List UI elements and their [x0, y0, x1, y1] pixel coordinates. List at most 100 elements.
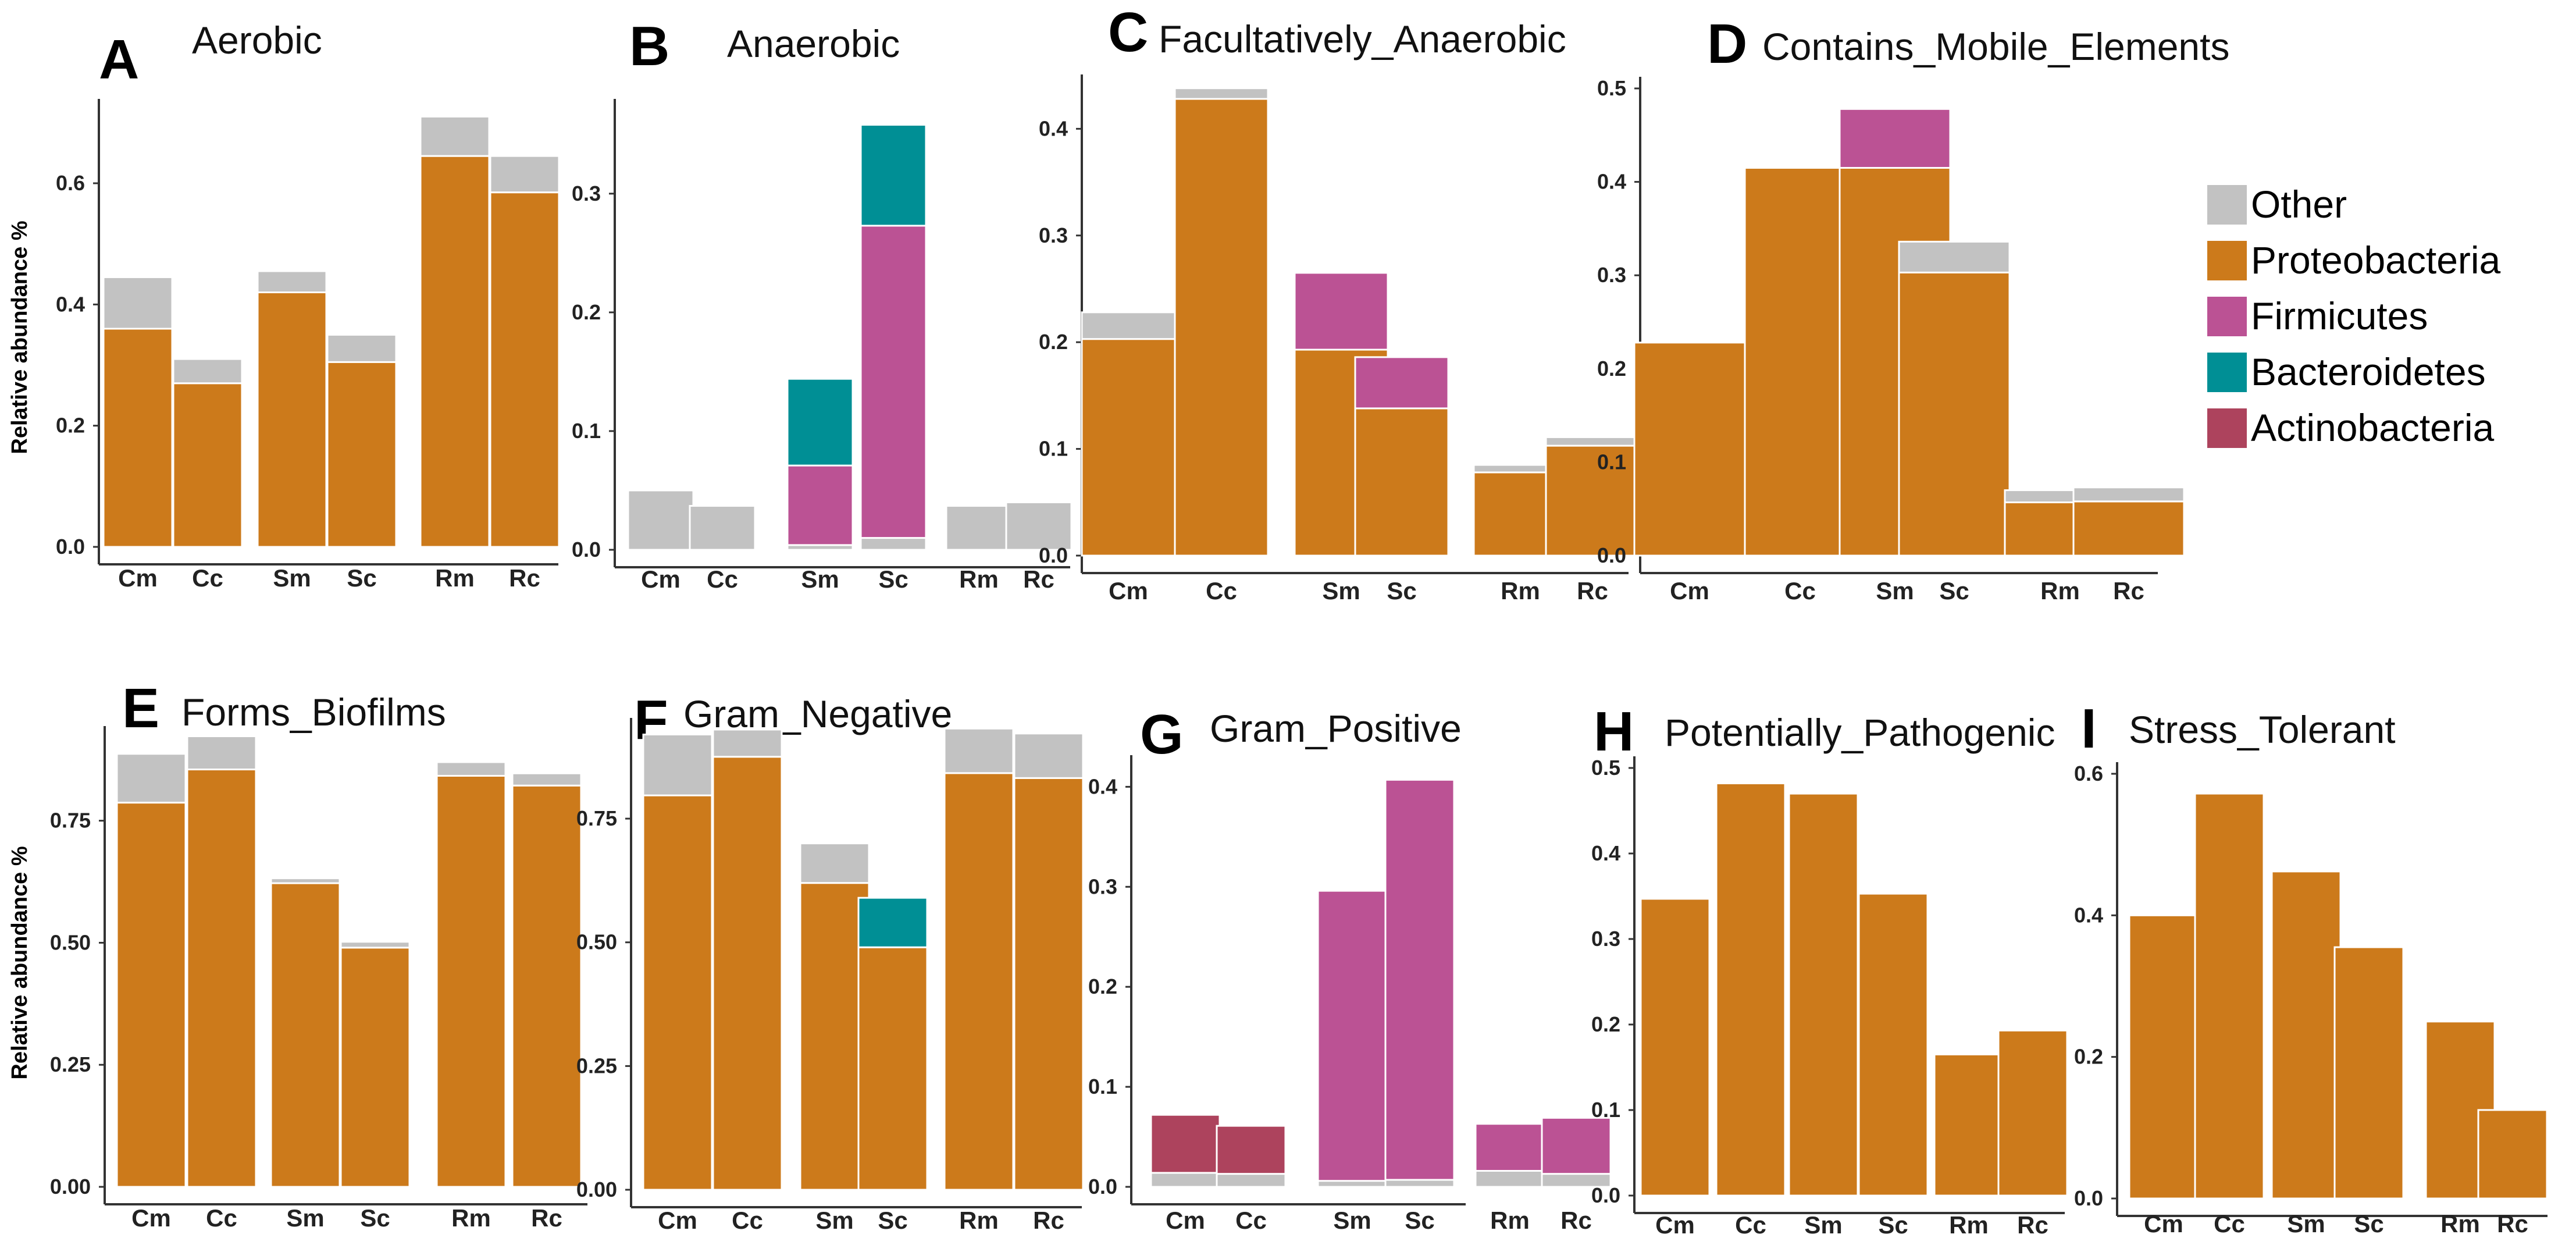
- panel-title: Gram_Negative: [683, 692, 952, 735]
- panel-letter: A: [99, 29, 139, 91]
- y-tick-label: 0.0: [1088, 1175, 1117, 1198]
- bar-Rm-proteobacteria: [419, 155, 490, 548]
- bar-Cm-other: [116, 753, 187, 804]
- bar-Cc-proteobacteria: [712, 756, 783, 1191]
- bar-Cc-other: [1216, 1173, 1287, 1188]
- bar-Rm-proteobacteria: [436, 774, 507, 1188]
- y-tick-label: 0.75: [50, 809, 91, 833]
- panel-A: A Aerobic 0.0 0.2 0.4 0.6 Cm Cc Sm Sc Rm Rc: [56, 19, 560, 592]
- y-tick-label: 0.4: [1591, 841, 1620, 865]
- x-tick-label: Rm: [959, 565, 999, 593]
- panel-I: I Stress_Tolerant 0.0 0.2 0.4 0.6 Cm Cc Sm Sc Rm Rc: [2074, 698, 2548, 1237]
- bar-Cc-proteobacteria: [2194, 792, 2265, 1200]
- y-tick-label: 0.5: [1597, 76, 1626, 100]
- x-tick-label: Sc: [878, 565, 908, 593]
- x-tick-label: Cm: [1670, 577, 1709, 604]
- bar-Cc-proteobacteria: [186, 769, 257, 1188]
- bar-Sm-proteobacteria: [2271, 870, 2342, 1200]
- y-tick-label: 0.75: [576, 806, 617, 830]
- legend-swatch-actinobacteria: [2207, 408, 2247, 448]
- bar-Sc-other: [1898, 240, 2011, 273]
- bar-Rc-proteobacteria: [1545, 444, 1640, 557]
- bar-Sm-proteobacteria: [270, 882, 341, 1188]
- y-tick-label: 0.3: [1591, 927, 1620, 951]
- panel-title: Gram_Positive: [1210, 707, 1462, 750]
- legend-swatch-firmicutes: [2207, 297, 2247, 336]
- bar-Rm-other: [436, 761, 507, 777]
- x-tick-label: Sc: [1405, 1207, 1434, 1234]
- bar-Rc-proteobacteria: [1997, 1029, 2068, 1197]
- x-tick-label: Rc: [1577, 577, 1608, 604]
- bar-Sc-proteobacteria: [1354, 407, 1449, 557]
- bar-Sm-other: [799, 842, 870, 884]
- panel-G: G Gram_Positive 0.0 0.1 0.2 0.3 0.4 Cm Cc Sm Sc Rm R…: [1088, 703, 1612, 1234]
- bar-Cc-proteobacteria: [172, 382, 243, 548]
- panel-title: Contains_Mobile_Elements: [1762, 25, 2229, 68]
- x-tick-label: Sc: [878, 1207, 907, 1234]
- bar-Cc-proteobacteria: [1174, 98, 1269, 557]
- legend-label-bacteroidetes: Bacteroidetes: [2251, 350, 2486, 393]
- panel-letter: G: [1140, 703, 1184, 766]
- y-tick-label: 0.0: [1597, 543, 1626, 567]
- y-tick-label: 0.2: [1591, 1012, 1620, 1036]
- x-tick-label: Cc: [206, 1204, 237, 1232]
- panel-B: B Anaerobic 0.0 0.1 0.2 0.3 Cm Cc Sm Sc Rm Rc: [572, 15, 1073, 593]
- bar-Sc-other: [340, 941, 411, 949]
- y-tick-label: 0.1: [572, 419, 601, 443]
- x-tick-label: Cc: [2214, 1210, 2245, 1237]
- panels-group: A Aerobic 0.0 0.2 0.4 0.6 Cm Cc Sm Sc Rm Rc B Anaerob…: [50, 1, 2548, 1239]
- bar-Cm-other: [627, 489, 694, 551]
- y-tick-label: 0.25: [576, 1054, 617, 1077]
- y-tick-label: 0.1: [1039, 437, 1068, 461]
- x-tick-label: Cm: [131, 1204, 171, 1232]
- x-tick-label: Sm: [801, 565, 839, 593]
- bar-Rm-firmicutes: [1474, 1123, 1545, 1172]
- y-axis-label-top: Relative abundance %: [8, 220, 32, 454]
- x-tick-label: Sm: [273, 564, 311, 592]
- x-tick-label: Rm: [435, 564, 475, 592]
- panel-title: Facultatively_Anaerobic: [1159, 17, 1566, 61]
- bar-Sc-proteobacteria: [1858, 892, 1929, 1197]
- panel-D: D Contains_Mobile_Elements 0.0 0.1 0.2 0.3 0.4…: [1597, 13, 2230, 604]
- y-tick-label: 0.2: [56, 414, 85, 438]
- x-tick-label: Rc: [509, 564, 540, 592]
- bar-Rc-proteobacteria: [1013, 777, 1084, 1191]
- bar-Cm-other: [102, 276, 173, 330]
- panel-title: Aerobic: [192, 19, 322, 62]
- bar-Sm-proteobacteria: [799, 882, 870, 1191]
- legend-label-proteobacteria: Proteobacteria: [2251, 239, 2501, 282]
- bar-Cm-other: [1150, 1172, 1221, 1188]
- bar-Sm-proteobacteria: [1788, 792, 1859, 1197]
- x-tick-label: Rm: [2040, 577, 2080, 604]
- bar-Cc-other: [689, 505, 756, 551]
- bar-Sm-firmicutes: [1317, 890, 1388, 1182]
- bar-Sc-firmicutes: [1354, 356, 1449, 410]
- panel-letter: C: [1108, 1, 1148, 63]
- bar-Sc-proteobacteria: [340, 947, 411, 1188]
- panel-letter: I: [2081, 698, 2097, 760]
- x-tick-label: Sm: [286, 1204, 324, 1232]
- x-tick-label: Sc: [1878, 1211, 1908, 1239]
- legend-swatch-other: [2207, 185, 2247, 225]
- x-tick-label: Rc: [2113, 577, 2144, 604]
- bar-Sc-proteobacteria: [857, 946, 928, 1191]
- y-axis-label-bottom: Relative abundance %: [8, 846, 32, 1079]
- y-tick-label: 0.0: [2074, 1186, 2103, 1210]
- bar-Rc-other: [2072, 486, 2185, 503]
- x-tick-label: Rm: [959, 1207, 999, 1234]
- bar-Sc-proteobacteria: [1898, 271, 2011, 557]
- x-tick-label: Sm: [1876, 577, 1914, 604]
- bar-Cm-proteobacteria: [642, 794, 713, 1191]
- bar-Rm-proteobacteria: [943, 772, 1014, 1191]
- bar-Sc-firmicutes: [1384, 778, 1455, 1181]
- bar-Sc-proteobacteria: [326, 361, 397, 548]
- x-tick-label: Sc: [360, 1204, 390, 1232]
- bar-Rc-proteobacteria: [2477, 1109, 2548, 1200]
- panel-letter: D: [1707, 13, 1747, 75]
- bar-Rc-firmicutes: [1541, 1116, 1612, 1175]
- bar-Cm-proteobacteria: [102, 328, 173, 548]
- y-tick-label: 0.2: [2074, 1045, 2103, 1069]
- bar-Cm-other: [642, 734, 713, 796]
- y-tick-label: 0.4: [2074, 903, 2103, 927]
- x-tick-label: Sm: [2287, 1210, 2325, 1237]
